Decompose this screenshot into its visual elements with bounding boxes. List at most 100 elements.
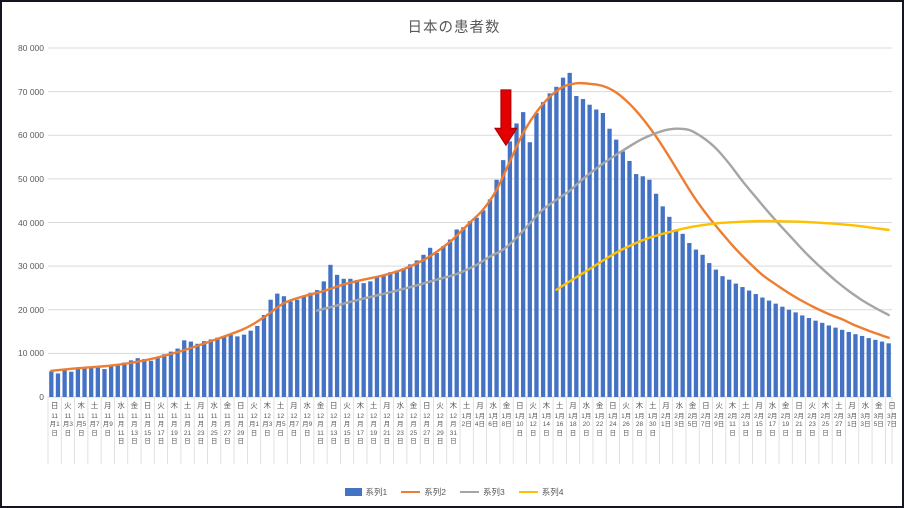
date-token: 11 [224,413,231,420]
date-token: 12 [316,413,325,420]
date-token: 月3 [62,421,73,429]
bar [700,254,705,397]
bar [840,329,845,397]
bar [168,351,174,397]
date-token: 日 [809,429,816,437]
x-axis-tick-label: 月 1月 4日 [473,401,486,430]
x-axis-tick-label: 水 11 月 11 日 [115,401,128,447]
date-token: 日 [77,429,85,437]
x-axis-tick-label: 金 3月 5日 [872,401,885,430]
bar [374,277,380,397]
weekday-label: 月 [569,401,577,410]
date-token: 1月 [541,413,552,420]
date-token: 日 [370,438,377,446]
x-axis-tick-label: 土 1月 30 日 [646,401,659,438]
date-token: 12 [449,413,457,420]
date-token: 月 [237,421,244,429]
date-token: 月 [370,421,377,429]
date-token: 日 [317,438,324,446]
weekday-label: 金 [595,401,604,410]
date-token: 2月 [674,413,685,420]
date-token: 11 [157,413,165,420]
date-token: 17 [768,421,776,429]
date-token: 15 [144,429,152,437]
weekday-label: 金 [781,401,790,410]
date-token: 1月 [528,413,539,420]
bar [461,227,466,397]
weekday-label: 月 [197,401,205,410]
date-token: 30 [649,421,657,429]
date-token: 1月 [488,413,499,420]
legend-label: 系列4 [541,487,564,497]
bar [673,229,679,397]
bar [288,301,293,397]
date-token: 月 [410,421,417,429]
bar [574,95,579,398]
date-token: 月 [436,421,444,429]
bar [195,343,200,397]
bar [833,327,838,397]
date-token: 12 [356,413,364,420]
date-token: 8日 [501,421,512,429]
y-axis-tick-label: 50 000 [18,173,44,184]
bar [308,292,313,397]
bar [547,93,552,398]
bar [873,339,878,397]
weekday-label: 木 [170,401,179,410]
weekday-label: 日 [702,401,710,410]
weekday-label: 火 [343,401,351,410]
bar [633,174,639,397]
date-token: 11 [144,413,152,420]
date-token: 11 [237,413,245,420]
bar [687,243,692,397]
date-token: 月 [317,421,324,429]
date-token: 27 [223,429,232,437]
date-token: 11 [317,429,324,437]
bar [235,336,240,397]
bar [846,331,851,397]
bar [55,373,61,397]
x-axis-tick-label: 木 12 月 17 日 [354,401,367,447]
bar [49,371,54,397]
date-token: 月 [357,421,364,429]
weekday-label: 土 [276,401,285,410]
bar [806,318,812,397]
date-token: 16 [556,421,564,429]
date-token: 月5 [76,421,87,429]
weekday-label: 日 [795,401,803,410]
date-token: 日 [264,429,271,437]
weekday-label: 火 [64,401,72,410]
weekday-label: 月 [383,401,391,410]
weekday-label: 木 [542,401,551,410]
bar [301,295,307,397]
line-series3 [315,127,890,317]
weekday-label: 日 [50,401,59,410]
bar [275,293,280,397]
date-token: 月 [330,421,338,429]
x-axis-tick-label: 月 11 月 23 日 [194,401,207,447]
date-token: 26 [622,421,630,429]
x-axis-tick-label: 木 2月 25 日 [819,401,832,438]
date-token: 12 [250,413,258,420]
date-token: 月 [383,421,391,429]
x-axis-tick-label: 日 11 月 15 日 [141,401,154,447]
bar [487,199,493,397]
bar [394,270,400,397]
bar [521,112,526,397]
bar [859,335,865,397]
bar [348,278,353,397]
bar [401,268,406,397]
date-token: 11 [170,413,178,420]
x-axis-tick-label: 日 11 月 29 日 [234,401,247,447]
bar [69,371,74,397]
bar [820,322,825,397]
x-axis-tick-label: 土 1月 2日 [460,401,473,430]
date-token: 10 [516,421,524,429]
weekday-label: 木 [77,401,85,410]
bar [560,77,566,397]
date-token: 日 [330,438,338,446]
date-token: 12 [436,413,444,420]
bar [567,72,572,398]
